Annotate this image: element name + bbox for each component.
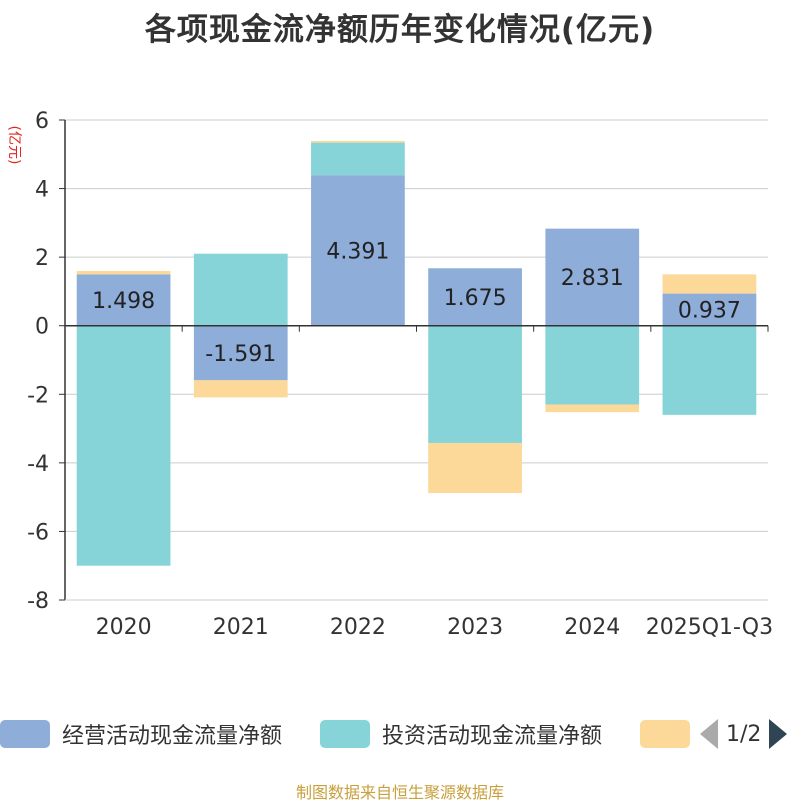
y-tick-label: -4 (27, 452, 49, 477)
chart-plot-area: 6 4 2 0 -2 -4 -6 -8 (亿元) 2020 2021 2022 2023 2024 2025… (6, 109, 773, 640)
y-tick-label: -8 (27, 589, 49, 614)
data-label-operating: 0.937 (678, 299, 741, 324)
legend-label-investing: 投资活动现金流量净额 (382, 724, 603, 749)
y-tick-label: -6 (27, 520, 49, 545)
bar-financing (311, 140, 405, 143)
y-tick-label: 6 (35, 109, 49, 134)
bar-financing (428, 442, 522, 494)
legend-swatch-investing (320, 720, 370, 748)
bar-investing (311, 142, 405, 176)
bar-operating (428, 268, 522, 326)
bar-financing (76, 270, 171, 275)
bar-investing (662, 325, 757, 415)
legend-swatch-operating (0, 720, 50, 748)
x-tick-label: 2023 (447, 615, 503, 640)
bar-investing (428, 325, 522, 443)
bar-operating (311, 175, 405, 326)
x-tick-label: 2022 (330, 615, 386, 640)
y-axis-label: (亿元) (6, 126, 22, 165)
data-label-operating: 4.391 (326, 239, 389, 264)
bar-investing (76, 325, 171, 566)
pager-prev-icon[interactable] (700, 719, 718, 749)
legend-label-operating: 经营活动现金流量净额 (62, 724, 283, 749)
bar-operating (193, 325, 288, 381)
bar-financing (193, 380, 288, 398)
legend: 经营活动现金流量净额 投资活动现金流量净额 (0, 716, 800, 752)
chart-title: 各项现金流净额历年变化情况(亿元) (144, 12, 656, 48)
bar-operating (545, 228, 640, 326)
legend-item-operating[interactable]: 经营活动现金流量净额 (0, 716, 282, 752)
bar-financing (545, 404, 640, 413)
y-tick-label: 0 (35, 315, 49, 340)
pager-indicator: 1/2 (726, 721, 762, 747)
y-tick-label: 2 (35, 246, 49, 271)
legend-item-financing[interactable] (640, 716, 702, 752)
pager-next-icon[interactable] (769, 719, 788, 749)
y-tick-label: 4 (35, 178, 49, 203)
bar-investing (193, 253, 288, 326)
x-tick-label: 2021 (213, 615, 269, 640)
bar-financing (662, 274, 757, 294)
bar-operating (76, 274, 171, 326)
data-label-operating: 1.498 (92, 289, 155, 314)
x-tick-label: 2020 (96, 615, 152, 640)
bar-investing (545, 325, 640, 405)
legend-swatch-financing (640, 720, 690, 748)
x-tick-label: 2025Q1-Q3 (646, 615, 773, 640)
bar-operating (662, 293, 757, 326)
data-label-operating: -1.591 (205, 342, 276, 367)
data-label-operating: 1.675 (444, 286, 507, 311)
legend-pager: 1/2 (700, 716, 788, 752)
x-tick-label: 2024 (564, 615, 620, 640)
y-tick-label: -2 (27, 383, 49, 408)
data-label-operating: 2.831 (561, 266, 624, 291)
data-source-note: 制图数据来自恒生聚源数据库 (295, 783, 504, 802)
legend-item-investing[interactable]: 投资活动现金流量净额 (320, 716, 602, 752)
